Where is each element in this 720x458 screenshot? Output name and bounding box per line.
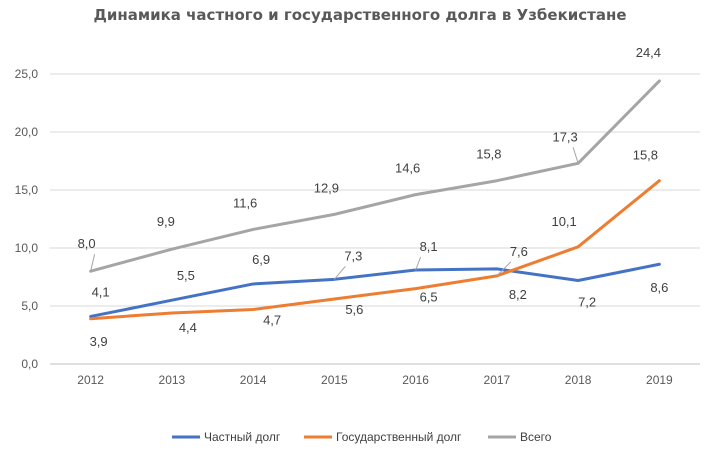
data-label: 12,9 [314,180,339,195]
y-tick-label: 25,0 [15,67,39,81]
data-label: 6,5 [420,290,438,305]
data-label: 9,9 [157,214,175,229]
legend-item: Всего [488,430,552,444]
series-line [89,79,661,273]
y-tick-label: 0,0 [21,357,38,371]
label-connector [572,147,579,164]
x-tick-label: 2016 [402,373,429,387]
label-connector [333,265,346,280]
y-tick-label: 20,0 [15,125,39,139]
data-label: 11,6 [233,195,257,210]
legend-label: Частный долг [204,430,281,444]
data-label: 6,9 [252,252,270,267]
data-label: 14,6 [395,161,420,176]
data-label: 4,1 [92,284,110,299]
x-tick-label: 2017 [484,373,511,387]
data-label: 7,3 [344,248,362,263]
data-label: 8,2 [509,287,527,302]
data-label: 3,9 [90,334,108,349]
data-label: 7,2 [578,294,596,309]
x-axis: 2012 2013 2014 2015 2016 2017 2018 2019 [77,373,673,387]
data-label: 15,8 [476,147,501,162]
legend: Частный долг Государственный долг Всего [172,430,552,444]
data-label: 17,3 [552,129,577,144]
data-label: 10,1 [551,214,576,229]
data-label: 8,0 [78,236,96,251]
label-connector [496,261,512,277]
legend-item: Государственный долг [304,430,462,444]
y-tick-label: 10,0 [15,241,39,255]
data-label: 7,6 [510,244,528,259]
data-label: 4,4 [179,320,197,335]
data-label: 4,7 [263,312,281,327]
series-group [89,79,661,321]
x-tick-label: 2018 [565,373,592,387]
x-tick-label: 2012 [77,373,104,387]
data-label: 5,5 [177,268,195,283]
legend-item: Частный долг [172,430,281,444]
x-tick-label: 2013 [159,373,186,387]
label-connector [415,256,422,271]
data-label: 24,4 [636,45,661,60]
legend-label: Государственный долг [336,430,462,444]
gridlines [50,73,700,365]
data-labels: 4,1 5,5 6,9 7,3 8,1 8,2 7,2 8,6 3,9 4,4 4,7 5,6 6,5 7… [78,45,669,349]
data-label: 8,6 [650,280,668,295]
data-label: 5,6 [345,302,363,317]
x-tick-label: 2014 [240,373,267,387]
x-tick-label: 2019 [646,373,673,387]
y-tick-label: 5,0 [21,299,38,313]
series-line [89,262,661,318]
data-label: 8,1 [420,239,438,254]
legend-label: Всего [520,430,552,444]
chart-title: Динамика частного и государственного дол… [93,6,626,24]
label-connector [90,254,96,272]
y-axis: 0,0 5,0 10,0 15,0 20,0 25,0 [15,67,39,371]
x-tick-label: 2015 [321,373,348,387]
label-connectors [90,147,579,280]
series-line [89,179,661,321]
data-label: 15,8 [633,148,658,163]
y-tick-label: 15,0 [15,183,39,197]
